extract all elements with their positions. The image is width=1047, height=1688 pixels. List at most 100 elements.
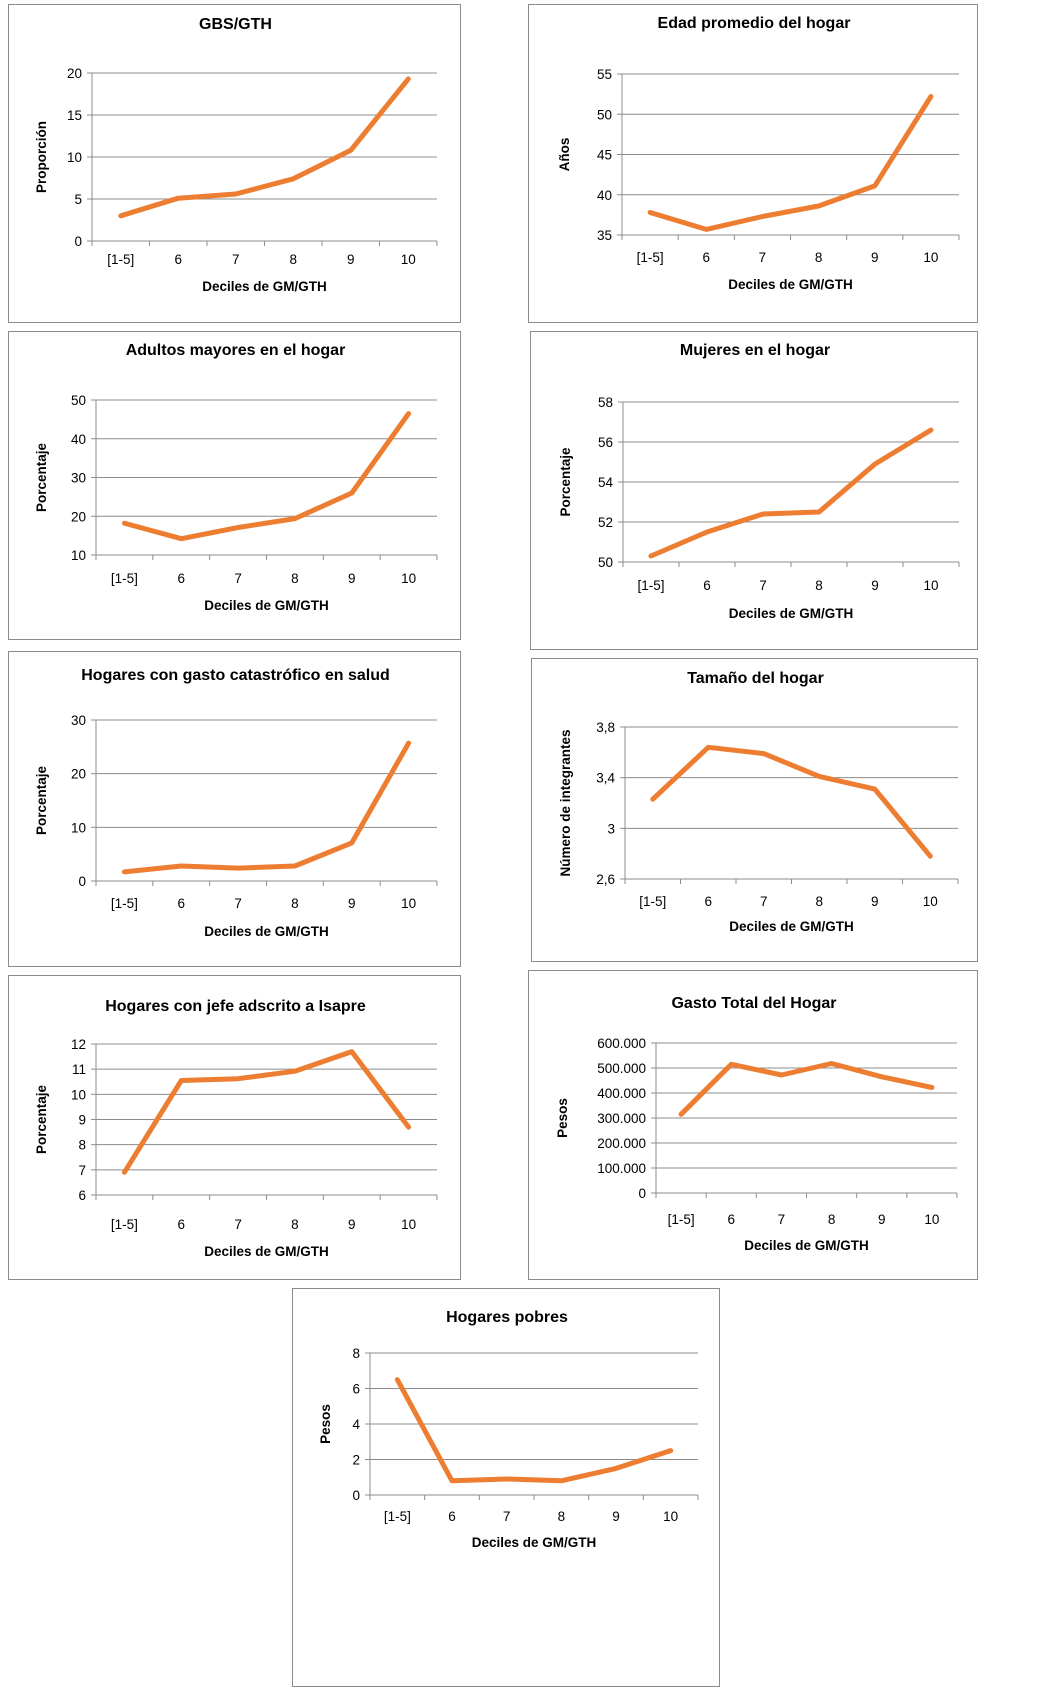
y-axis-title: Años [557, 138, 572, 172]
y-tick-label: 35 [597, 228, 612, 243]
series-line [121, 411, 412, 542]
series-line [678, 1061, 935, 1117]
x-tick-label: 10 [663, 1509, 678, 1524]
x-tick-label: 6 [702, 250, 710, 265]
y-tick-label: 200.000 [597, 1136, 646, 1151]
x-tick-label: [1-5] [384, 1509, 411, 1524]
x-axis-title: Deciles de GM/GTH [202, 279, 327, 294]
y-tick-label: 9 [78, 1113, 86, 1128]
chart-panel-gasto-catastrofico: Hogares con gasto catastrófico en salud 0… [8, 651, 461, 967]
x-tick-label: 6 [448, 1509, 456, 1524]
x-tick-label: 9 [348, 1217, 356, 1232]
x-tick-label: 8 [558, 1509, 566, 1524]
y-tick-label: 30 [71, 713, 86, 728]
x-tick-label: [1-5] [111, 571, 138, 586]
series-line [118, 76, 411, 219]
x-tick-label: 8 [815, 578, 823, 593]
y-tick-label: 7 [78, 1163, 86, 1178]
y-tick-label: 30 [71, 471, 86, 486]
x-tick-label: 9 [348, 571, 356, 586]
y-tick-label: 10 [71, 1087, 86, 1102]
line-chart-adultos-mayores: Adultos mayores en el hogar 10 20 30 40 50 [1-… [34, 342, 438, 613]
x-tick-label: 8 [291, 1217, 299, 1232]
line-chart-hogares-pobres: Hogares pobres 0 2 4 6 8 [1-5] 6 7 8 9 10 Deciles de… [318, 1309, 699, 1550]
x-tick-label: 9 [871, 894, 879, 909]
y-axis-title: Porcentaje [34, 765, 49, 835]
chart-title: Mujeres en el hogar [680, 342, 830, 359]
x-tick-label: 7 [232, 252, 240, 267]
x-tick-label: [1-5] [639, 894, 666, 909]
x-tick-label: 10 [924, 1212, 939, 1227]
x-tick-label: 7 [234, 896, 242, 911]
x-tick-label: 9 [612, 1509, 620, 1524]
y-tick-label: 3,8 [596, 720, 615, 735]
y-tick-label: 3,4 [596, 771, 615, 786]
y-tick-label: 6 [78, 1188, 86, 1203]
x-tick-label: 7 [234, 1217, 242, 1232]
series-line [121, 1049, 412, 1175]
y-tick-label: 8 [78, 1138, 86, 1153]
x-axis-title: Deciles de GM/GTH [204, 598, 329, 613]
y-tick-label: 20 [71, 767, 86, 782]
y-axis-title: Porcentaje [34, 442, 49, 512]
y-tick-label: 3 [607, 821, 615, 836]
y-tick-label: 500.000 [597, 1061, 646, 1076]
x-axis-title: Deciles de GM/GTH [729, 606, 854, 621]
x-tick-label: 7 [778, 1212, 786, 1227]
x-tick-label: [1-5] [668, 1212, 695, 1227]
y-tick-label: 15 [67, 108, 82, 123]
x-tick-label: 8 [291, 896, 299, 911]
chart-title: GBS/GTH [199, 16, 272, 33]
x-tick-label: [1-5] [637, 250, 664, 265]
y-tick-label: 11 [72, 1062, 86, 1077]
series-line [648, 427, 934, 559]
x-tick-label: 7 [759, 250, 767, 265]
x-tick-label: 10 [401, 1217, 416, 1232]
x-tick-label: 10 [401, 571, 416, 586]
chart-title: Hogares con jefe adscrito a Isapre [105, 998, 366, 1015]
y-tick-label: 52 [598, 515, 613, 530]
y-tick-label: 2,6 [596, 872, 615, 887]
line-chart-tamano-hogar: Tamaño del hogar 2,6 3 3,4 3,8 [1-5] 6 7 8 9 10 Dec… [558, 670, 959, 934]
y-tick-label: 5 [74, 192, 82, 207]
x-tick-label: 8 [815, 250, 823, 265]
chart-title: Gasto Total del Hogar [671, 995, 836, 1012]
line-chart-mujeres: Mujeres en el hogar 50 52 54 56 58 [1-5] 6 7 8 9 10… [558, 342, 960, 621]
x-axis-title: Deciles de GM/GTH [728, 277, 853, 292]
x-tick-label: 8 [815, 894, 823, 909]
y-axis-title: Porcentaje [34, 1084, 49, 1154]
y-axis-title: Proporción [34, 121, 49, 193]
x-axis-title: Deciles de GM/GTH [744, 1238, 869, 1253]
y-tick-label: 10 [67, 150, 82, 165]
x-tick-label: 10 [923, 894, 938, 909]
y-axis-title: Pesos [318, 1404, 333, 1444]
x-tick-label: 6 [177, 896, 185, 911]
x-tick-label: 6 [177, 1217, 185, 1232]
y-tick-label: 100.000 [597, 1161, 646, 1176]
x-tick-label: [1-5] [111, 1217, 138, 1232]
x-tick-label: 10 [401, 896, 416, 911]
chart-panel-edad-promedio: Edad promedio del hogar 35 40 45 50 55 [1-5] 6 7… [528, 4, 978, 323]
line-chart-gasto-catastrofico: Hogares con gasto catastrófico en salud 0… [34, 667, 438, 939]
x-tick-label: 6 [727, 1212, 735, 1227]
line-chart-gbs-gth: GBS/GTH 0 5 10 15 20 [1-5] 6 7 8 9 10 Deciles de GM/… [34, 16, 438, 294]
chart-panel-mujeres: Mujeres en el hogar 50 52 54 56 58 [1-5] 6 7 8 9 10… [530, 331, 978, 650]
y-tick-label: 40 [71, 432, 86, 447]
chart-panel-adultos-mayores: Adultos mayores en el hogar 10 20 30 40 50 [1-… [8, 331, 461, 640]
chart-title: Edad promedio del hogar [658, 15, 851, 32]
y-tick-label: 58 [598, 395, 613, 410]
y-tick-label: 400.000 [597, 1086, 646, 1101]
y-tick-label: 40 [597, 188, 612, 203]
x-tick-label: 7 [760, 894, 768, 909]
y-tick-label: 50 [597, 107, 612, 122]
chart-panel-tamano-hogar: Tamaño del hogar 2,6 3 3,4 3,8 [1-5] 6 7 8 9 10 Dec… [531, 658, 978, 962]
chart-panel-gbs-gth: GBS/GTH 0 5 10 15 20 [1-5] 6 7 8 9 10 Deciles de GM/… [8, 4, 461, 323]
x-tick-label: 10 [923, 578, 938, 593]
x-tick-label: 8 [291, 571, 299, 586]
line-chart-gasto-total: Gasto Total del Hogar 0 100.000 200.000 300.… [555, 995, 958, 1253]
x-axis-title: Deciles de GM/GTH [204, 1244, 329, 1259]
y-tick-label: 0 [78, 874, 86, 889]
x-tick-label: [1-5] [111, 896, 138, 911]
y-axis-title: Pesos [555, 1098, 570, 1138]
y-axis-title: Número de integrantes [558, 729, 573, 876]
